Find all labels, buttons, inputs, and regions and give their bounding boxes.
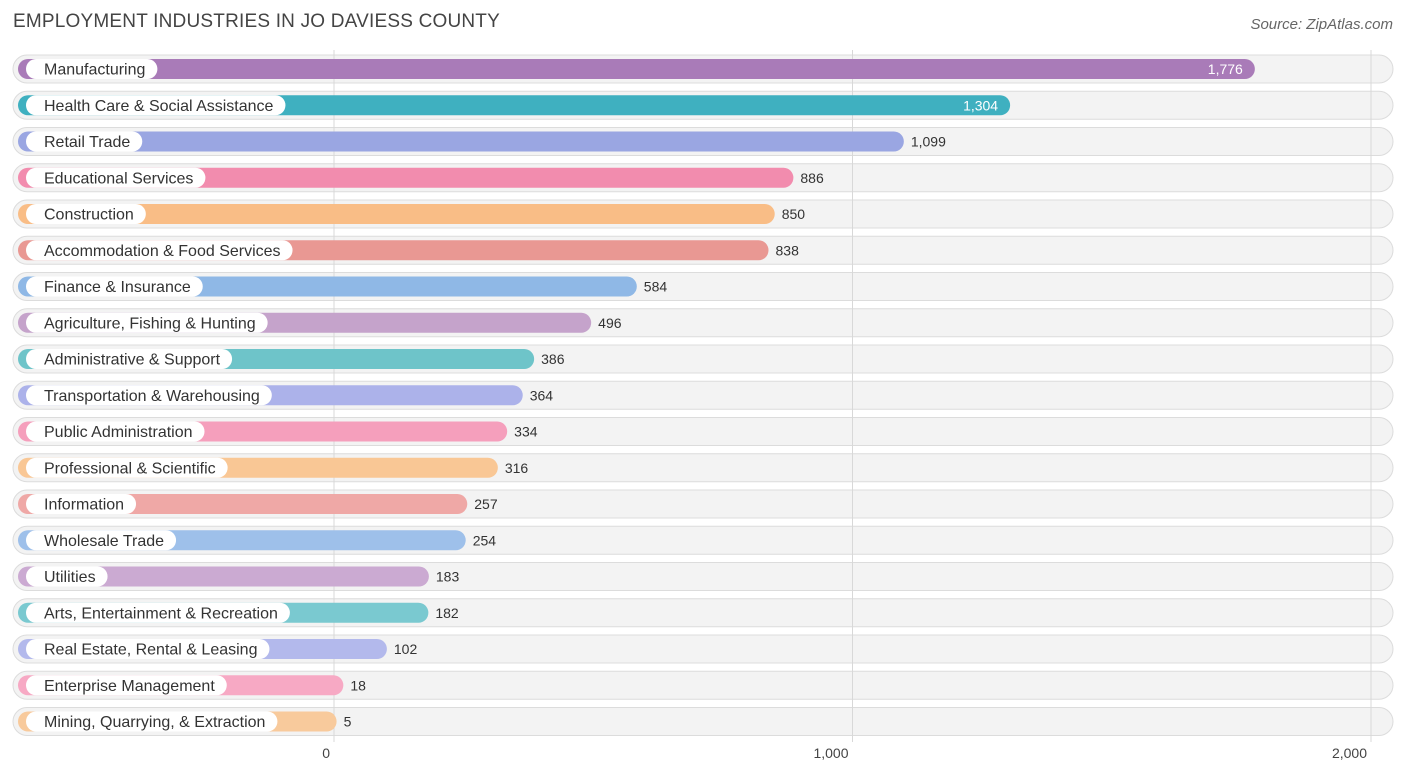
value-label: 1,304 (963, 97, 998, 113)
category-label: Manufacturing (44, 62, 145, 79)
category-label: Construction (44, 207, 134, 224)
category-label-pill (26, 95, 286, 116)
value-label: 334 (514, 424, 538, 440)
category-label-pill (26, 59, 158, 79)
category-label-pill (26, 421, 205, 442)
category-label: Transportation & Warehousing (44, 388, 260, 405)
category-label-pill (26, 312, 268, 333)
chart-title: EMPLOYMENT INDUSTRIES IN JO DAVIESS COUN… (13, 11, 500, 32)
value-label: 838 (776, 242, 800, 258)
category-label-pill (26, 530, 177, 551)
category-label: Retail Trade (44, 134, 130, 151)
value-label: 584 (644, 279, 668, 295)
category-label: Professional & Scientific (44, 460, 216, 477)
category-label: Finance & Insurance (44, 279, 191, 296)
category-label-pill (26, 675, 227, 696)
bar[interactable] (18, 59, 1255, 79)
bar[interactable] (18, 167, 794, 188)
value-label: 254 (473, 532, 497, 548)
value-label: 496 (598, 315, 622, 331)
value-label: 1,776 (1208, 61, 1243, 77)
x-tick-label: 2,000 (1332, 745, 1367, 761)
value-label: 364 (530, 387, 554, 403)
category-label: Mining, Quarrying, & Extraction (44, 714, 265, 731)
category-label-pill (26, 639, 270, 659)
category-label-pill (26, 240, 293, 261)
category-label: Information (44, 497, 124, 514)
category-label: Accommodation & Food Services (44, 243, 281, 260)
category-label-pill (26, 494, 137, 514)
category-label: Educational Services (44, 170, 193, 187)
category-label: Public Administration (44, 424, 193, 441)
category-label-pill (26, 276, 203, 297)
value-label: 5 (344, 714, 352, 730)
category-label-pill (26, 167, 206, 188)
value-label: 102 (394, 641, 418, 657)
source-credit: Source: ZipAtlas.com (1250, 16, 1393, 33)
category-label: Arts, Entertainment & Recreation (44, 605, 278, 622)
category-label-pill (26, 457, 228, 478)
category-label-pill (26, 349, 233, 369)
category-label-pill (26, 131, 143, 152)
bar[interactable] (18, 204, 775, 224)
category-label-pill (26, 711, 278, 732)
value-label: 182 (435, 605, 459, 621)
value-label: 386 (541, 351, 565, 367)
category-label-pill (26, 602, 290, 623)
value-label: 316 (505, 460, 529, 476)
bar[interactable] (18, 566, 429, 587)
category-label: Utilities (44, 569, 96, 586)
category-label: Health Care & Social Assistance (44, 98, 274, 115)
x-tick-label: 1,000 (813, 745, 848, 761)
category-label-pill (26, 204, 146, 224)
category-label-pill (26, 566, 108, 587)
category-label: Real Estate, Rental & Leasing (44, 642, 257, 659)
value-label: 1,099 (911, 134, 946, 150)
row-background (12, 707, 1394, 736)
value-label: 886 (800, 170, 824, 186)
bar[interactable] (18, 131, 904, 152)
value-label: 183 (436, 569, 460, 585)
category-label: Wholesale Trade (44, 533, 164, 550)
value-label: 18 (350, 677, 366, 693)
value-label: 257 (474, 496, 498, 512)
category-label-pill (26, 385, 272, 406)
value-label: 850 (782, 206, 806, 222)
category-label: Enterprise Management (44, 678, 215, 695)
category-label: Administrative & Support (44, 352, 221, 369)
category-label: Agriculture, Fishing & Hunting (44, 315, 256, 332)
row-background (12, 670, 1394, 700)
x-tick-label: 0 (322, 745, 330, 761)
